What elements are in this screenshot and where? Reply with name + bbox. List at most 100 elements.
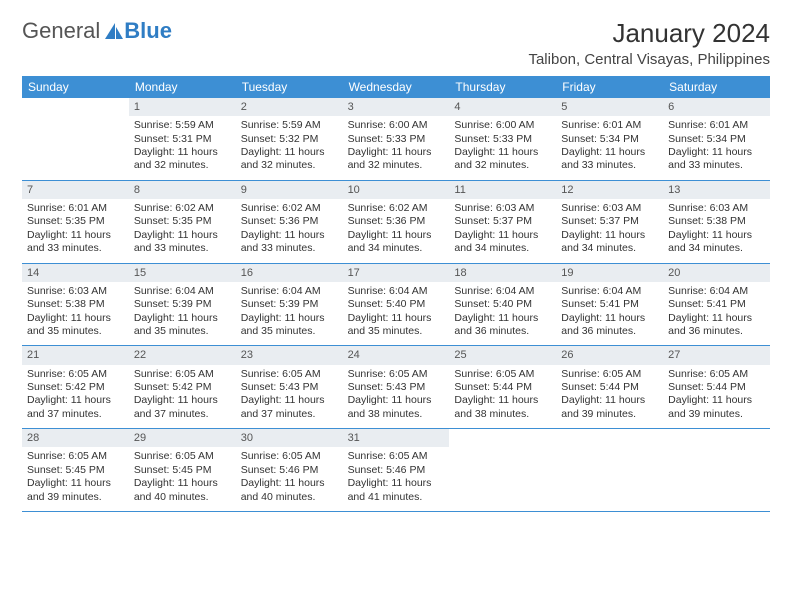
sunset-text: Sunset: 5:43 PM: [348, 381, 445, 394]
day-number: 11: [449, 181, 556, 199]
day-number: 20: [663, 264, 770, 282]
day-number: 12: [556, 181, 663, 199]
day-cell: 8Sunrise: 6:02 AMSunset: 5:35 PMDaylight…: [129, 181, 236, 263]
month-title: January 2024: [528, 18, 770, 49]
week-row: 21Sunrise: 6:05 AMSunset: 5:42 PMDayligh…: [22, 346, 770, 429]
sunrise-text: Sunrise: 6:05 AM: [27, 368, 124, 381]
day-number: 18: [449, 264, 556, 282]
day-number: 3: [343, 98, 450, 116]
sunset-text: Sunset: 5:41 PM: [668, 298, 765, 311]
sunset-text: Sunset: 5:44 PM: [454, 381, 551, 394]
daylight-text: Daylight: 11 hours and 41 minutes.: [348, 477, 445, 504]
daylight-text: Daylight: 11 hours and 32 minutes.: [134, 146, 231, 173]
day-number: 22: [129, 346, 236, 364]
sunset-text: Sunset: 5:38 PM: [668, 215, 765, 228]
day-number: 15: [129, 264, 236, 282]
logo: General Blue: [22, 18, 172, 44]
day-cell: 12Sunrise: 6:03 AMSunset: 5:37 PMDayligh…: [556, 181, 663, 263]
daylight-text: Daylight: 11 hours and 39 minutes.: [668, 394, 765, 421]
day-cell: 6Sunrise: 6:01 AMSunset: 5:34 PMDaylight…: [663, 98, 770, 180]
logo-text-2: Blue: [124, 18, 172, 44]
day-number: 10: [343, 181, 450, 199]
sunset-text: Sunset: 5:36 PM: [348, 215, 445, 228]
day-cell: .: [556, 429, 663, 511]
day-cell: 24Sunrise: 6:05 AMSunset: 5:43 PMDayligh…: [343, 346, 450, 428]
day-cell: 27Sunrise: 6:05 AMSunset: 5:44 PMDayligh…: [663, 346, 770, 428]
day-cell: 10Sunrise: 6:02 AMSunset: 5:36 PMDayligh…: [343, 181, 450, 263]
title-block: January 2024 Talibon, Central Visayas, P…: [528, 18, 770, 68]
daylight-text: Daylight: 11 hours and 35 minutes.: [241, 312, 338, 339]
day-cell: .: [449, 429, 556, 511]
daylight-text: Daylight: 11 hours and 34 minutes.: [454, 229, 551, 256]
sunrise-text: Sunrise: 6:05 AM: [454, 368, 551, 381]
daylight-text: Daylight: 11 hours and 34 minutes.: [668, 229, 765, 256]
sunset-text: Sunset: 5:42 PM: [134, 381, 231, 394]
daylight-text: Daylight: 11 hours and 35 minutes.: [27, 312, 124, 339]
sunrise-text: Sunrise: 6:01 AM: [561, 119, 658, 132]
sunset-text: Sunset: 5:41 PM: [561, 298, 658, 311]
sunset-text: Sunset: 5:38 PM: [27, 298, 124, 311]
sunset-text: Sunset: 5:36 PM: [241, 215, 338, 228]
sunset-text: Sunset: 5:40 PM: [348, 298, 445, 311]
day-cell: 19Sunrise: 6:04 AMSunset: 5:41 PMDayligh…: [556, 264, 663, 346]
logo-text-1: General: [22, 18, 100, 44]
sunrise-text: Sunrise: 6:05 AM: [134, 368, 231, 381]
col-sunday: Sunday: [22, 76, 129, 98]
sunrise-text: Sunrise: 6:00 AM: [454, 119, 551, 132]
sunset-text: Sunset: 5:33 PM: [454, 133, 551, 146]
day-number: 21: [22, 346, 129, 364]
day-cell: 25Sunrise: 6:05 AMSunset: 5:44 PMDayligh…: [449, 346, 556, 428]
day-number: 13: [663, 181, 770, 199]
day-cell: 28Sunrise: 6:05 AMSunset: 5:45 PMDayligh…: [22, 429, 129, 511]
day-number: 23: [236, 346, 343, 364]
sunrise-text: Sunrise: 6:05 AM: [27, 450, 124, 463]
col-friday: Friday: [556, 76, 663, 98]
day-number: 31: [343, 429, 450, 447]
daylight-text: Daylight: 11 hours and 37 minutes.: [134, 394, 231, 421]
sunrise-text: Sunrise: 5:59 AM: [134, 119, 231, 132]
day-number: 1: [129, 98, 236, 116]
daylight-text: Daylight: 11 hours and 40 minutes.: [241, 477, 338, 504]
daylight-text: Daylight: 11 hours and 34 minutes.: [348, 229, 445, 256]
day-cell: 9Sunrise: 6:02 AMSunset: 5:36 PMDaylight…: [236, 181, 343, 263]
sunrise-text: Sunrise: 6:00 AM: [348, 119, 445, 132]
sunrise-text: Sunrise: 6:01 AM: [27, 202, 124, 215]
day-cell: 7Sunrise: 6:01 AMSunset: 5:35 PMDaylight…: [22, 181, 129, 263]
day-number: 8: [129, 181, 236, 199]
calendar-grid: .1Sunrise: 5:59 AMSunset: 5:31 PMDayligh…: [22, 98, 770, 512]
day-cell: 11Sunrise: 6:03 AMSunset: 5:37 PMDayligh…: [449, 181, 556, 263]
day-number: 29: [129, 429, 236, 447]
day-cell: 1Sunrise: 5:59 AMSunset: 5:31 PMDaylight…: [129, 98, 236, 180]
sunset-text: Sunset: 5:46 PM: [348, 464, 445, 477]
sunset-text: Sunset: 5:44 PM: [668, 381, 765, 394]
day-cell: 3Sunrise: 6:00 AMSunset: 5:33 PMDaylight…: [343, 98, 450, 180]
week-row: 7Sunrise: 6:01 AMSunset: 5:35 PMDaylight…: [22, 181, 770, 264]
sunset-text: Sunset: 5:37 PM: [561, 215, 658, 228]
day-number: 14: [22, 264, 129, 282]
daylight-text: Daylight: 11 hours and 36 minutes.: [454, 312, 551, 339]
day-number: 19: [556, 264, 663, 282]
daylight-text: Daylight: 11 hours and 33 minutes.: [241, 229, 338, 256]
col-thursday: Thursday: [449, 76, 556, 98]
daylight-text: Daylight: 11 hours and 32 minutes.: [454, 146, 551, 173]
sunset-text: Sunset: 5:43 PM: [241, 381, 338, 394]
daylight-text: Daylight: 11 hours and 33 minutes.: [27, 229, 124, 256]
sunset-text: Sunset: 5:34 PM: [668, 133, 765, 146]
sunset-text: Sunset: 5:45 PM: [27, 464, 124, 477]
daylight-text: Daylight: 11 hours and 33 minutes.: [561, 146, 658, 173]
daylight-text: Daylight: 11 hours and 38 minutes.: [348, 394, 445, 421]
sunrise-text: Sunrise: 6:02 AM: [134, 202, 231, 215]
sunrise-text: Sunrise: 6:04 AM: [454, 285, 551, 298]
day-number: 17: [343, 264, 450, 282]
day-number: 7: [22, 181, 129, 199]
day-number: 24: [343, 346, 450, 364]
day-number: 2: [236, 98, 343, 116]
day-cell: 21Sunrise: 6:05 AMSunset: 5:42 PMDayligh…: [22, 346, 129, 428]
sunrise-text: Sunrise: 6:03 AM: [561, 202, 658, 215]
col-monday: Monday: [129, 76, 236, 98]
day-number: 30: [236, 429, 343, 447]
week-row: 28Sunrise: 6:05 AMSunset: 5:45 PMDayligh…: [22, 429, 770, 512]
sunset-text: Sunset: 5:46 PM: [241, 464, 338, 477]
day-cell: 30Sunrise: 6:05 AMSunset: 5:46 PMDayligh…: [236, 429, 343, 511]
sunrise-text: Sunrise: 6:05 AM: [668, 368, 765, 381]
